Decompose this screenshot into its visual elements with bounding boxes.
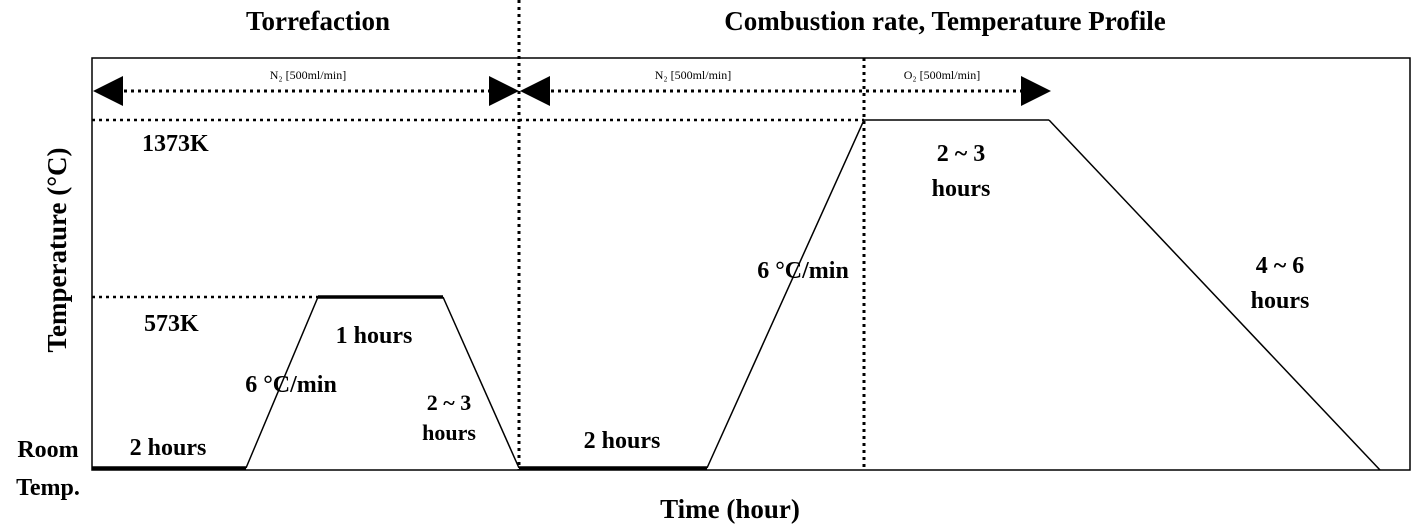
torrefaction-title: Torrefaction xyxy=(246,6,390,36)
combustion-cooldown xyxy=(1048,119,1381,471)
torrefaction-initial-hold-label: 2 hours xyxy=(130,435,207,461)
combustion-hold-label-line2: hours xyxy=(932,176,991,202)
torrefaction-cooldown-label-line2: hours xyxy=(422,420,476,445)
x-axis-label: Time (hour) xyxy=(660,494,800,524)
gas-flow-label-3: O₂ [500ml/min] xyxy=(904,68,981,82)
gas-flow-label-2: N₂ [500ml/min] xyxy=(655,68,732,82)
room-temp-label-line1: Room xyxy=(17,437,78,463)
combustion-cooldown-label-line2: hours xyxy=(1251,288,1310,314)
plot-frame xyxy=(91,57,1411,471)
combustion-cooldown-label-line1: 4 ~ 6 xyxy=(1256,253,1304,279)
y-axis-label: Temperature (°C) xyxy=(42,147,72,352)
torrefaction-ramp-label: 6 °C/min xyxy=(245,372,337,398)
combustion-hold-label-line1: 2 ~ 3 xyxy=(937,141,985,167)
torrefaction-ramp xyxy=(245,296,319,469)
combustion-ramp-label: 6 °C/min xyxy=(757,258,849,284)
mid-temp-label: 573K xyxy=(144,311,199,337)
torrefaction-cooldown-label-line1: 2 ~ 3 xyxy=(427,390,471,415)
gas-flow-label-1: N₂ [500ml/min] xyxy=(270,68,347,82)
combustion-initial-hold-label: 2 hours xyxy=(584,428,661,454)
torrefaction-cooldown xyxy=(442,296,520,469)
torrefaction-hold-label: 1 hours xyxy=(336,323,413,349)
room-temp-label-line2: Temp. xyxy=(16,475,80,501)
combustion-title: Combustion rate, Temperature Profile xyxy=(724,6,1165,36)
combustion-ramp xyxy=(706,119,865,469)
high-temp-label: 1373K xyxy=(142,131,209,157)
